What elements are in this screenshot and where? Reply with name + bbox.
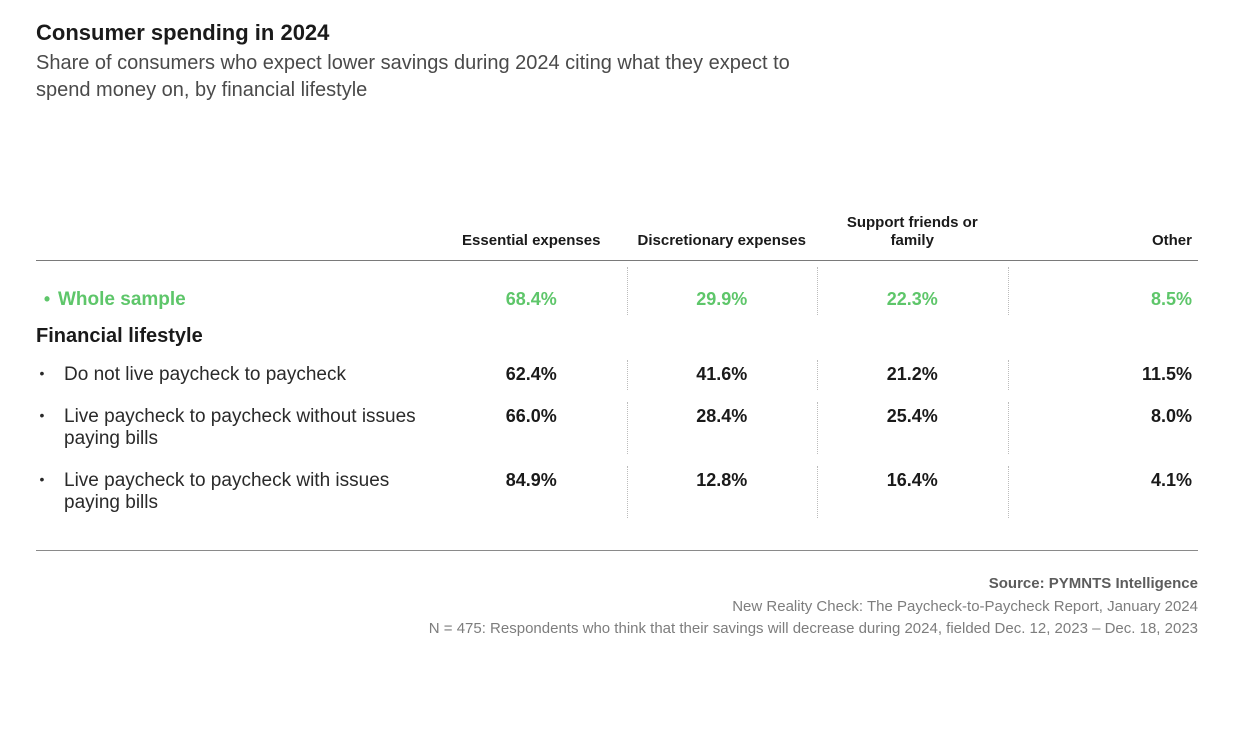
cell-value: 12.8% bbox=[627, 460, 818, 524]
cell-value: 8.5% bbox=[1008, 261, 1199, 321]
cell-value: 68.4% bbox=[436, 261, 627, 321]
spacer bbox=[36, 104, 1198, 214]
row-label-text: Live paycheck to paycheck with issues pa… bbox=[64, 470, 389, 513]
bullet-icon: • bbox=[42, 366, 64, 380]
cell-value: 41.6% bbox=[627, 354, 818, 396]
row-label-text: Whole sample bbox=[58, 289, 186, 310]
row-label: •Live paycheck to paycheck without issue… bbox=[36, 396, 436, 460]
col-header: Support friends or family bbox=[817, 214, 1008, 260]
table-row-whole-sample: •Whole sample 68.4% 29.9% 22.3% 8.5% bbox=[36, 261, 1198, 321]
table-header-row: Essential expenses Discretionary expense… bbox=[36, 214, 1198, 260]
bullet-icon: • bbox=[42, 472, 64, 486]
figure-container: Consumer spending in 2024 Share of consu… bbox=[0, 0, 1234, 671]
cell-value: 11.5% bbox=[1008, 354, 1199, 396]
bullet-icon: • bbox=[36, 290, 58, 308]
source-line: Source: PYMNTS Intelligence bbox=[36, 573, 1198, 596]
cell-value: 4.1% bbox=[1008, 460, 1199, 524]
row-label-text: Live paycheck to paycheck without issues… bbox=[64, 406, 416, 449]
figure-subtitle: Share of consumers who expect lower savi… bbox=[36, 50, 796, 104]
footer-line-3: N = 475: Respondents who think that thei… bbox=[36, 618, 1198, 641]
table-row: •Live paycheck to paycheck without issue… bbox=[36, 396, 1198, 460]
cell-value: 62.4% bbox=[436, 354, 627, 396]
figure-title: Consumer spending in 2024 bbox=[36, 20, 1198, 46]
col-header: Other bbox=[1008, 214, 1199, 260]
cell-value: 8.0% bbox=[1008, 396, 1199, 460]
footer-rule bbox=[36, 524, 1198, 551]
bullet-icon: • bbox=[42, 408, 64, 422]
table-row: •Live paycheck to paycheck with issues p… bbox=[36, 460, 1198, 524]
row-label: •Live paycheck to paycheck with issues p… bbox=[36, 460, 436, 524]
header-blank bbox=[36, 214, 436, 260]
cell-value: 16.4% bbox=[817, 460, 1008, 524]
cell-value: 28.4% bbox=[627, 396, 818, 460]
cell-value: 21.2% bbox=[817, 354, 1008, 396]
cell-value: 66.0% bbox=[436, 396, 627, 460]
source-label: Source: bbox=[989, 575, 1045, 592]
row-label-text: Do not live paycheck to paycheck bbox=[64, 364, 346, 385]
cell-value: 22.3% bbox=[817, 261, 1008, 321]
cell-value: 84.9% bbox=[436, 460, 627, 524]
section-header-row: Financial lifestyle bbox=[36, 321, 1198, 354]
col-header: Discretionary expenses bbox=[627, 214, 818, 260]
cell-value: 29.9% bbox=[627, 261, 818, 321]
col-header: Essential expenses bbox=[436, 214, 627, 260]
source-name: PYMNTS Intelligence bbox=[1049, 575, 1198, 592]
footer-line-2: New Reality Check: The Paycheck-to-Paych… bbox=[36, 596, 1198, 619]
data-table: Essential expenses Discretionary expense… bbox=[36, 214, 1198, 551]
section-header-label: Financial lifestyle bbox=[36, 321, 1198, 354]
cell-value: 25.4% bbox=[817, 396, 1008, 460]
figure-footer: Source: PYMNTS Intelligence New Reality … bbox=[36, 573, 1198, 641]
row-label: •Do not live paycheck to paycheck bbox=[36, 354, 436, 396]
row-label: •Whole sample bbox=[36, 261, 436, 321]
table-row: •Do not live paycheck to paycheck 62.4% … bbox=[36, 354, 1198, 396]
